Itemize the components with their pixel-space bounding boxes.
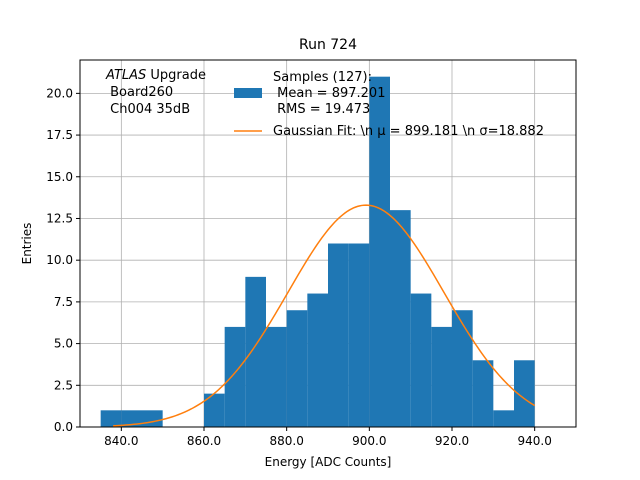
y-tick-label: 12.5 — [46, 211, 73, 225]
legend: Samples (127): Mean = 897.201 RMS = 19.4… — [234, 70, 544, 139]
y-tick-label: 7.5 — [54, 295, 73, 309]
legend-histogram-line-2: Mean = 897.201 — [273, 86, 385, 101]
x-tick-label: 940.0 — [517, 434, 551, 448]
histogram-bar — [431, 326, 452, 427]
annotation-line-3: Ch004 35dB — [106, 102, 190, 117]
y-tick-label: 15.0 — [46, 170, 73, 184]
histogram-bar — [410, 293, 432, 427]
y-tick-label: 10.0 — [46, 253, 73, 267]
histogram-bar — [307, 293, 328, 427]
histogram-bar — [224, 326, 246, 427]
legend-histogram-line-3: RMS = 19.473 — [273, 102, 370, 117]
plot-frame — [79, 59, 577, 428]
y-tick-label: 2.5 — [54, 378, 73, 392]
legend-histogram-swatch — [234, 88, 262, 98]
atlas-annotation: ATLAS Upgrade Board260 Ch004 35dB — [105, 68, 206, 117]
annotation-line-1: ATLAS Upgrade — [105, 68, 206, 83]
histogram-bar — [286, 310, 308, 427]
histogram-bar — [452, 310, 473, 427]
histogram-bar — [390, 210, 411, 427]
atlas-label: ATLAS — [105, 68, 146, 83]
y-axis-ticks: 0.0 2.5 5.0 7.5 10.0 12.5 15.0 17.5 20.0 — [46, 86, 80, 434]
x-tick-label: 880.0 — [269, 434, 303, 448]
upgrade-label: Upgrade — [146, 68, 206, 83]
x-tick-label: 860.0 — [187, 434, 221, 448]
histogram-bars — [100, 76, 535, 427]
y-tick-label: 20.0 — [46, 86, 73, 100]
histogram-bar — [121, 410, 142, 427]
x-tick-label: 920.0 — [435, 434, 469, 448]
legend-fit-label: Gaussian Fit: \n μ = 899.181 \n σ=18.882 — [273, 124, 544, 139]
x-tick-label: 900.0 — [352, 434, 386, 448]
histogram-bar — [328, 243, 349, 427]
gaussian-fit-curve — [113, 204, 536, 427]
histogram-bar — [266, 326, 287, 427]
y-axis-label: Entries — [20, 223, 34, 265]
y-tick-label: 0.0 — [54, 420, 73, 434]
histogram-bar — [514, 360, 535, 427]
y-tick-label: 5.0 — [54, 337, 73, 351]
grid — [80, 60, 576, 428]
histogram-bar — [369, 76, 390, 427]
chart-title: Run 724 — [299, 37, 357, 53]
x-axis-ticks: 840.0 860.0 880.0 900.0 920.0 940.0 — [104, 427, 552, 448]
histogram-bar — [348, 243, 370, 427]
histogram-bar — [204, 393, 225, 427]
histogram-bar — [142, 410, 163, 427]
histogram-bar — [100, 410, 122, 427]
annotation-line-2: Board260 — [106, 85, 173, 100]
histogram-bar — [472, 360, 494, 427]
histogram-bar — [493, 410, 514, 427]
x-tick-label: 840.0 — [104, 434, 138, 448]
y-tick-label: 17.5 — [46, 128, 73, 142]
x-axis-label: Energy [ADC Counts] — [265, 455, 392, 469]
legend-histogram-line-1: Samples (127): — [273, 70, 372, 85]
histogram-bar — [245, 276, 266, 427]
